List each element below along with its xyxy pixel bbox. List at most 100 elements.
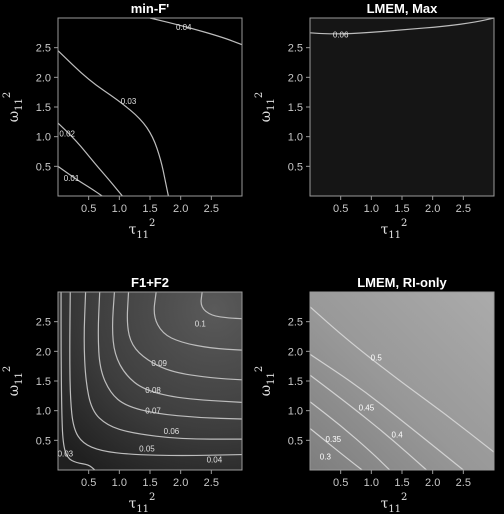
y-tick-label: 2.0 (288, 72, 303, 84)
x-tick-label: 0.5 (81, 203, 96, 215)
x-tick-label: 2.0 (173, 203, 188, 215)
contour-label: 0.06 (164, 427, 180, 436)
x-axis-label: τ112 (129, 492, 156, 514)
panel-lmem-max: LMEM, Max 0.06 0.5 1.0 1.5 2.0 2.5 0.5 1.0 1.5 2.0… (254, 1, 495, 241)
x-tick-label: 1.0 (364, 477, 379, 489)
panel-title: LMEM, RI-only (357, 275, 447, 290)
plot-area (58, 18, 242, 196)
x-tick-label: 0.5 (333, 203, 348, 215)
y-tick-label: 1.0 (288, 406, 303, 418)
x-tick-label: 1.5 (394, 477, 409, 489)
y-tick-label: 1.5 (288, 102, 303, 114)
contour-label: 0.03 (121, 97, 137, 106)
contour-line (60, 292, 96, 470)
contour-line (310, 374, 427, 470)
contour-label: 0.01 (64, 174, 80, 183)
plot-area (310, 18, 494, 196)
x-tick-label: 2.5 (204, 477, 219, 489)
contour-label: 0.07 (145, 407, 161, 416)
contour-line (58, 165, 103, 196)
y-tick-label: 2.0 (288, 346, 303, 358)
contour-label: 0.45 (359, 404, 375, 413)
panel-lmem-ri-only: LMEM, RI-only 0.3 0.35 0.4 0.45 0.5 0.5 1.0 1.5 2… (254, 275, 495, 514)
x-tick-label: 1.0 (112, 203, 127, 215)
x-axis-label: τ112 (381, 492, 408, 514)
y-tick-label: 2.0 (36, 346, 51, 358)
x-tick-label: 2.0 (425, 477, 440, 489)
y-axis-label: ω112 (254, 366, 277, 397)
contour-line (200, 292, 242, 320)
x-axis-label: τ112 (381, 218, 408, 241)
x-tick-label: 1.5 (142, 477, 157, 489)
x-tick-label: 0.5 (333, 477, 348, 489)
y-tick-label: 2.5 (36, 43, 51, 55)
contour-line (310, 401, 391, 470)
contour-label: 0.08 (145, 386, 161, 395)
contour-line (310, 306, 494, 453)
contour-label: 0.02 (59, 130, 75, 139)
y-tick-label: 1.5 (36, 102, 51, 114)
panel-min-f-prime: min-F' 0.01 0.02 0.03 0.04 0.5 1.0 1.5 2.0 2.5 0.5… (2, 1, 243, 241)
contour-label: 0.06 (333, 31, 349, 40)
x-tick-label: 1.5 (394, 203, 409, 215)
contour-line (310, 18, 494, 35)
plot-area (58, 292, 242, 470)
contour-layer: 0.3 0.35 0.4 0.45 0.5 (310, 306, 494, 470)
y-tick-label: 1.5 (288, 376, 303, 388)
panel-title: F1+F2 (131, 275, 169, 290)
contour-line (149, 18, 242, 46)
contour-line (69, 292, 242, 457)
y-tick-label: 0.5 (288, 161, 303, 173)
x-tick-label: 2.0 (173, 477, 188, 489)
y-tick-label: 1.0 (288, 132, 303, 144)
x-tick-label: 1.0 (112, 477, 127, 489)
contour-layer: 0.03 0.04 0.05 0.06 0.07 0.08 0.09 0.1 (58, 292, 242, 470)
y-axis-label: ω112 (2, 92, 25, 123)
x-tick-label: 2.5 (204, 203, 219, 215)
contour-line (97, 292, 242, 420)
y-tick-label: 0.5 (36, 161, 51, 173)
contour-label: 0.09 (151, 359, 167, 368)
y-tick-label: 0.5 (36, 435, 51, 447)
contour-line (58, 122, 123, 196)
x-tick-label: 1.0 (364, 203, 379, 215)
contour-label: 0.1 (195, 319, 207, 328)
y-axis-label: ω112 (2, 366, 25, 397)
x-axis-label: τ112 (129, 218, 156, 241)
panel-f1-f2: F1+F2 0.03 0.04 0.05 0.06 0.07 0.08 0.09 0.1 0.5 1… (2, 275, 243, 514)
contour-label: 0.04 (176, 23, 192, 32)
y-tick-label: 0.5 (288, 435, 303, 447)
x-tick-label: 2.5 (456, 477, 471, 489)
contour-label: 0.35 (326, 435, 342, 444)
y-tick-label: 2.5 (36, 317, 51, 329)
contour-line (153, 292, 242, 351)
contour-label: 0.03 (58, 449, 74, 458)
x-tick-label: 2.0 (425, 203, 440, 215)
contour-label: 0.5 (371, 353, 383, 362)
contour-label: 0.05 (139, 445, 155, 454)
y-axis-label: ω112 (254, 92, 277, 123)
contour-line (111, 292, 242, 403)
contour-line (126, 292, 242, 381)
contour-line (58, 50, 169, 196)
y-tick-label: 2.5 (288, 317, 303, 329)
contour-label: 0.04 (207, 455, 223, 464)
y-tick-label: 1.0 (36, 132, 51, 144)
contour-label: 0.3 (320, 452, 332, 461)
contour-label: 0.4 (392, 430, 404, 439)
contour-layer: 0.01 0.02 0.03 0.04 (58, 18, 242, 196)
x-tick-label: 2.5 (456, 203, 471, 215)
contour-line (310, 353, 464, 470)
y-tick-label: 1.0 (36, 406, 51, 418)
y-tick-label: 1.5 (36, 376, 51, 388)
y-tick-label: 2.0 (36, 72, 51, 84)
contour-layer: 0.06 (310, 18, 494, 40)
panel-title: LMEM, Max (367, 1, 439, 16)
panel-title: min-F' (131, 1, 169, 16)
x-tick-label: 1.5 (142, 203, 157, 215)
contour-line (310, 427, 363, 470)
y-tick-label: 2.5 (288, 43, 303, 55)
contour-line (83, 292, 242, 440)
plot-area (310, 292, 494, 470)
